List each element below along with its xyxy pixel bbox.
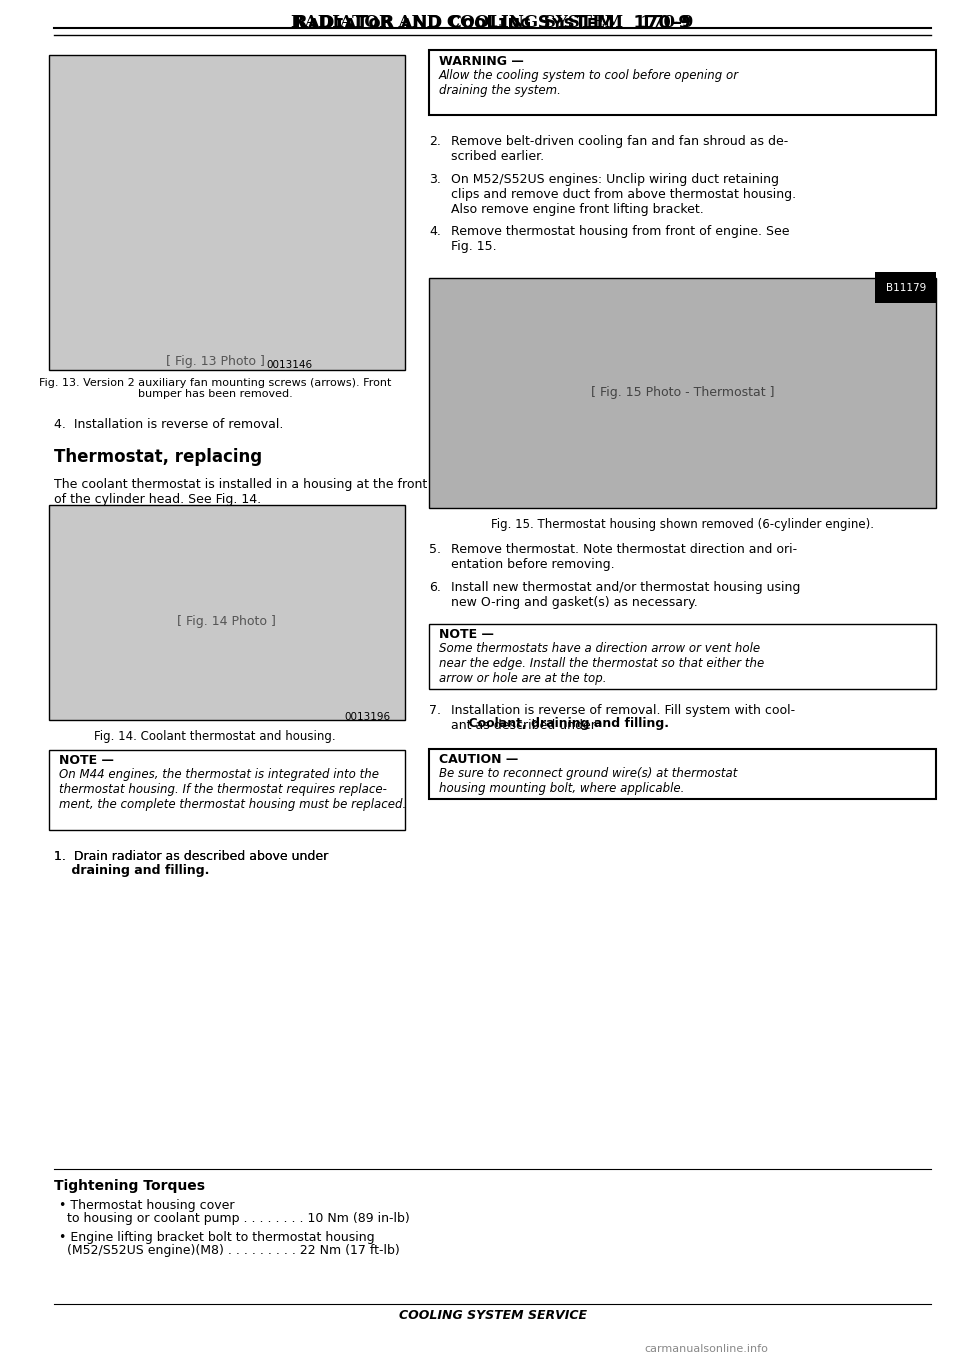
Text: [ Fig. 14 Photo ]: [ Fig. 14 Photo ] (178, 615, 276, 628)
Text: 6.: 6. (429, 581, 441, 593)
Text: Install new thermostat and/or thermostat housing using
new O-ring and gasket(s) : Install new thermostat and/or thermostat… (450, 581, 800, 609)
Text: draining and filling.: draining and filling. (55, 863, 209, 877)
Text: Thermostat, replacing: Thermostat, replacing (55, 448, 262, 465)
Text: 4.  Installation is reverse of removal.: 4. Installation is reverse of removal. (55, 418, 283, 430)
Text: to housing or coolant pump . . . . . . . . 10 Nm (89 in-lb): to housing or coolant pump . . . . . . .… (60, 1212, 410, 1225)
Text: RADIATOR AND COOLING SYSTEM   170-9: RADIATOR AND COOLING SYSTEM 170-9 (291, 14, 694, 31)
Text: Some thermostats have a direction arrow or vent hole
near the edge. Install the : Some thermostats have a direction arrow … (439, 642, 764, 685)
Text: 0013146: 0013146 (266, 360, 312, 370)
Text: On M52/S52US engines: Unclip wiring duct retaining
clips and remove duct from ab: On M52/S52US engines: Unclip wiring duct… (450, 172, 796, 216)
FancyBboxPatch shape (429, 278, 936, 508)
FancyBboxPatch shape (429, 624, 936, 688)
Text: 7.: 7. (429, 704, 442, 716)
Text: Coolant, draining and filling.: Coolant, draining and filling. (450, 716, 669, 730)
Text: Fig. 15. Thermostat housing shown removed (6-cylinder engine).: Fig. 15. Thermostat housing shown remove… (491, 518, 874, 531)
Text: NOTE —: NOTE — (60, 753, 114, 767)
Text: • Thermostat housing cover: • Thermostat housing cover (60, 1200, 234, 1212)
FancyBboxPatch shape (429, 50, 936, 115)
Text: Allow the cooling system to cool before opening or
draining the system.: Allow the cooling system to cool before … (439, 69, 739, 96)
Text: On M44 engines, the thermostat is integrated into the
thermostat housing. If the: On M44 engines, the thermostat is integr… (60, 768, 406, 810)
Text: Tightening Torques: Tightening Torques (55, 1179, 205, 1193)
Text: 5.: 5. (429, 543, 442, 556)
FancyBboxPatch shape (429, 749, 936, 798)
Text: WARNING —: WARNING — (439, 56, 524, 68)
Text: Fig. 13. Version 2 auxiliary fan mounting screws (arrows). Front
bumper has been: Fig. 13. Version 2 auxiliary fan mountin… (38, 377, 391, 399)
Text: carmanualsonline.info: carmanualsonline.info (645, 1345, 769, 1354)
Text: RᴀDɪᴀTᴏR ᴀND CᴏᴏLɪɴɢ SʏsTᴇM   170-9: RᴀDɪᴀTᴏR ᴀND CᴏᴏLɪɴɢ SʏsTᴇM 170-9 (294, 14, 691, 33)
FancyBboxPatch shape (49, 505, 405, 719)
Text: Be sure to reconnect ground wire(s) at thermostat
housing mounting bolt, where a: Be sure to reconnect ground wire(s) at t… (439, 767, 737, 795)
Text: The coolant thermostat is installed in a housing at the front
of the cylinder he: The coolant thermostat is installed in a… (55, 478, 427, 506)
Text: NOTE —: NOTE — (439, 628, 493, 641)
Text: Fig. 14. Coolant thermostat and housing.: Fig. 14. Coolant thermostat and housing. (94, 730, 336, 742)
Text: • Engine lifting bracket bolt to thermostat housing: • Engine lifting bracket bolt to thermos… (60, 1231, 374, 1244)
Text: Remove thermostat. Note thermostat direction and ori-
entation before removing.: Remove thermostat. Note thermostat direc… (450, 543, 797, 571)
Text: COOLING SYSTEM SERVICE: COOLING SYSTEM SERVICE (398, 1310, 587, 1322)
Text: [ Fig. 13 Photo ]: [ Fig. 13 Photo ] (165, 354, 264, 368)
Text: CAUTION —: CAUTION — (439, 753, 518, 765)
Text: 0013196: 0013196 (344, 711, 391, 722)
Text: [ Fig. 15 Photo - Thermostat ]: [ Fig. 15 Photo - Thermostat ] (590, 387, 774, 399)
Text: 1.  Drain radiator as described above under: 1. Drain radiator as described above und… (55, 849, 332, 863)
Text: B11179: B11179 (886, 282, 925, 293)
Text: Installation is reverse of removal. Fill system with cool-
ant as described unde: Installation is reverse of removal. Fill… (450, 704, 795, 731)
Text: 2.: 2. (429, 134, 441, 148)
Text: 3.: 3. (429, 172, 441, 186)
FancyBboxPatch shape (49, 749, 405, 829)
Text: 1.  Drain radiator as described above under: 1. Drain radiator as described above und… (55, 849, 332, 863)
Text: 4.: 4. (429, 225, 441, 237)
FancyBboxPatch shape (49, 56, 405, 370)
Text: Remove thermostat housing from front of engine. See
Fig. 15.: Remove thermostat housing from front of … (450, 225, 789, 252)
Text: (M52/S52US engine)(M8) . . . . . . . . . 22 Nm (17 ft-lb): (M52/S52US engine)(M8) . . . . . . . . .… (60, 1244, 400, 1258)
Text: Remove belt-driven cooling fan and fan shroud as de-
scribed earlier.: Remove belt-driven cooling fan and fan s… (450, 134, 788, 163)
